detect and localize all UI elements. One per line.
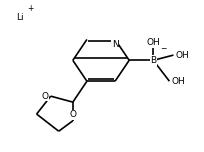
Text: OH: OH: [171, 77, 185, 86]
Text: OH: OH: [146, 38, 160, 47]
Text: −: −: [160, 45, 167, 54]
Text: B: B: [150, 56, 156, 65]
Text: +: +: [28, 4, 34, 13]
Text: O: O: [69, 110, 76, 119]
Text: Li: Li: [16, 13, 23, 22]
Text: N: N: [112, 40, 119, 49]
Text: O: O: [42, 92, 49, 101]
Text: OH: OH: [175, 51, 189, 60]
